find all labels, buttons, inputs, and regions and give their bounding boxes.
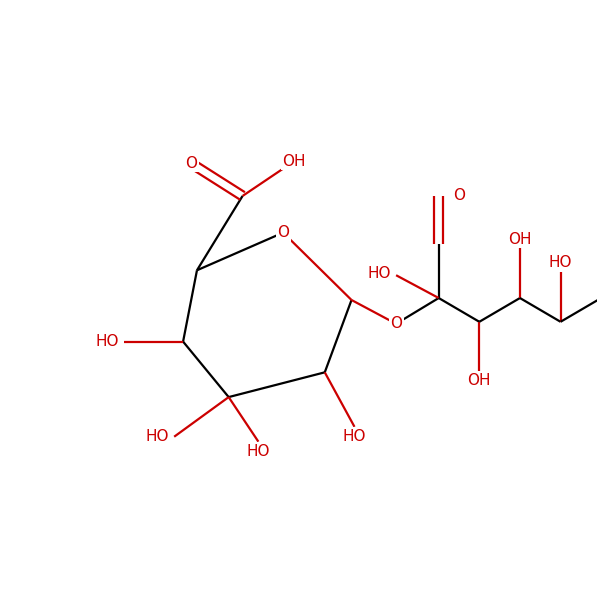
Text: O: O	[454, 188, 466, 203]
Text: O: O	[185, 156, 197, 171]
Text: O: O	[277, 225, 289, 240]
Text: OH: OH	[283, 154, 306, 169]
Text: OH: OH	[508, 232, 532, 247]
Text: OH: OH	[467, 373, 491, 388]
Text: HO: HO	[146, 429, 169, 444]
Text: HO: HO	[343, 429, 366, 444]
Text: HO: HO	[95, 334, 119, 349]
Text: HO: HO	[549, 255, 572, 270]
Text: O: O	[390, 316, 402, 331]
Text: HO: HO	[247, 443, 270, 458]
Text: HO: HO	[368, 266, 391, 281]
